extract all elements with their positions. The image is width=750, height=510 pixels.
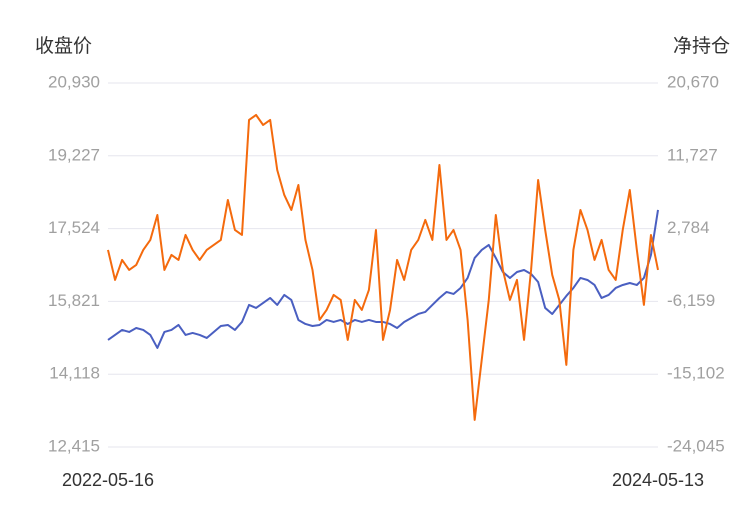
y-tick-label: 15,821 — [48, 291, 100, 310]
y2-tick-label: 20,670 — [667, 72, 719, 91]
y2-tick-label: -15,102 — [667, 364, 725, 383]
y2-axis-title: 净持仓 — [673, 35, 730, 57]
x-tick-label: 2024-05-13 — [612, 470, 704, 490]
y-tick-label: 20,930 — [48, 72, 100, 91]
y2-tick-label: 11,727 — [667, 145, 718, 164]
y2-tick-label: -6,159 — [667, 291, 715, 310]
x-tick-label: 2022-05-16 — [62, 470, 154, 490]
y-tick-label: 14,118 — [49, 364, 100, 383]
y-tick-label: 17,524 — [48, 218, 100, 237]
y2-tick-label: 2,784 — [667, 218, 710, 237]
y-tick-label: 19,227 — [48, 145, 100, 164]
line-series — [107, 113, 659, 421]
y-tick-label: 12,415 — [48, 436, 100, 455]
y2-tick-label: -24,045 — [667, 436, 725, 455]
line-series — [107, 209, 659, 349]
y-axis-title: 收盘价 — [35, 35, 92, 57]
